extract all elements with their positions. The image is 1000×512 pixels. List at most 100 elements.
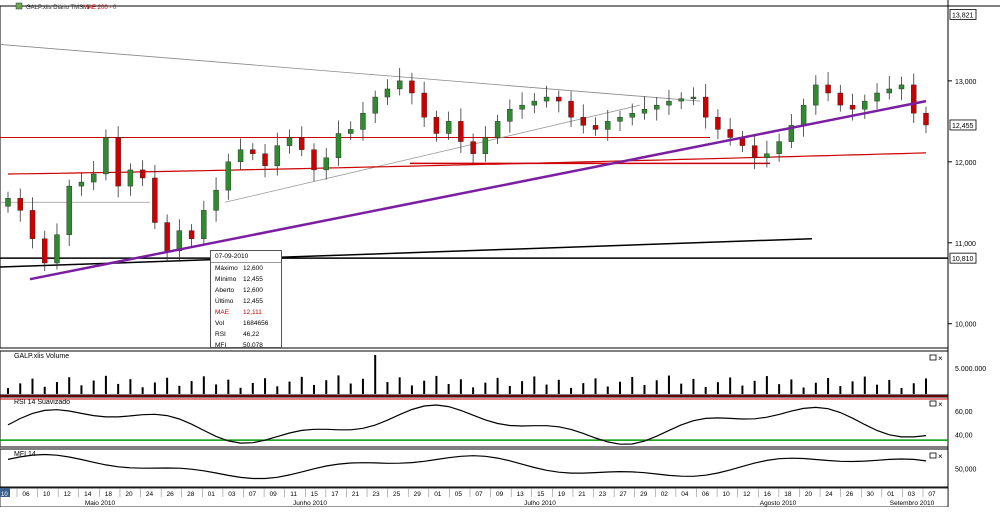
- main-panel: [0, 5, 949, 349]
- volume-bar: [496, 377, 499, 394]
- volume-bar: [582, 383, 585, 394]
- x-tick-label: 29: [414, 491, 422, 498]
- volume-bar: [300, 376, 303, 394]
- volume-bar: [643, 385, 646, 394]
- candle-body: [42, 238, 48, 264]
- candle-body: [54, 234, 60, 264]
- x-tick-label: 05: [455, 491, 463, 498]
- volume-bar: [104, 375, 107, 394]
- tooltip-row: MAE 12,111: [211, 307, 281, 318]
- volume-bar: [251, 383, 254, 394]
- candle-body: [396, 80, 403, 90]
- x-tick-label: 30: [867, 491, 875, 498]
- volume-bar: [68, 377, 71, 394]
- candle-body: [519, 104, 525, 110]
- candle-body: [470, 141, 476, 154]
- candle-body: [127, 169, 134, 187]
- candle-body: [17, 198, 23, 211]
- volume-bar: [398, 377, 401, 394]
- x-tick-label: 23: [599, 491, 607, 498]
- volume-bar: [313, 384, 315, 394]
- volume-bar: [227, 379, 230, 394]
- candle-body: [898, 84, 905, 90]
- volume-bar: [349, 383, 352, 394]
- candle-body: [409, 80, 415, 94]
- candle-body: [605, 121, 611, 130]
- candle-body: [874, 92, 880, 102]
- candle-body: [213, 189, 219, 211]
- candle-body: [837, 92, 844, 106]
- volume-bar: [888, 379, 891, 394]
- candle-body: [372, 96, 378, 114]
- volume-bar: [166, 377, 169, 394]
- volume-title: GALP.xlis Volume: [14, 353, 69, 360]
- x-tick-label: 19: [558, 491, 566, 498]
- x-tick-label: 25: [393, 491, 401, 498]
- x-tick-label: 18: [105, 491, 113, 498]
- volume-bar: [704, 386, 707, 394]
- volume-bar: [655, 380, 658, 394]
- tooltip-value: 12,455: [243, 298, 263, 305]
- volume-bar: [264, 378, 267, 394]
- rsi-title: RSI 14 Suavizado: [14, 399, 70, 406]
- x-tick-label: 17: [331, 491, 339, 498]
- volume-bar: [521, 381, 524, 394]
- volume-bar: [141, 387, 144, 394]
- tooltip-value: 12,455: [243, 276, 263, 283]
- x-tick-label: 14: [84, 491, 92, 498]
- volume-bar: [410, 385, 413, 394]
- tooltip-value: 50,078: [243, 342, 263, 349]
- candle-body: [923, 113, 929, 126]
- x-tick-label: 15: [537, 491, 545, 498]
- volume-bar: [765, 376, 768, 394]
- panel-maximize-icon: [929, 400, 937, 407]
- tooltip-row: Último 12,455: [211, 296, 281, 307]
- month-label: Julho 2010: [524, 500, 556, 507]
- tooltip-row: MFI 50,078: [211, 340, 281, 351]
- volume-bar: [729, 377, 732, 394]
- x-tick-label: 20: [805, 491, 813, 498]
- x-tick-label: 07: [928, 491, 936, 498]
- candle-body: [274, 145, 280, 167]
- candle-body: [849, 104, 856, 110]
- candle-body: [715, 117, 721, 130]
- candle-body: [654, 104, 660, 110]
- candle-body: [825, 84, 831, 94]
- x-tick-label: 07: [249, 491, 257, 498]
- x-tick-label: 10: [43, 491, 51, 498]
- tooltip-label: Aberto: [215, 287, 235, 294]
- month-label: Maio 2010: [85, 500, 116, 507]
- candle-body: [556, 96, 562, 102]
- candle-body: [580, 117, 586, 126]
- tooltip-row: Vol 1684656: [211, 318, 281, 329]
- candle-body: [678, 98, 684, 102]
- month-label: Agosto 2010: [760, 500, 797, 507]
- tooltip-label: MFI: [215, 342, 227, 349]
- volume-bar: [778, 384, 781, 394]
- tooltip-row: RSI 46,22: [211, 329, 281, 340]
- candle-body: [348, 129, 354, 134]
- tooltip-label: RSI: [215, 331, 226, 338]
- last-price-marker: 12,455: [952, 123, 974, 130]
- candle-body: [262, 153, 268, 167]
- candle-body: [494, 121, 501, 138]
- mfi-tick-label: 50,000: [955, 467, 977, 474]
- volume-bar: [912, 383, 915, 394]
- long-trendline: [0, 237, 813, 268]
- candle-body: [458, 121, 464, 142]
- candle-body: [139, 169, 146, 179]
- last-price-marker-box: [949, 119, 977, 131]
- x-tick-label: 01: [208, 491, 216, 498]
- x-tick-label: 06: [22, 491, 30, 498]
- candle-body: [323, 157, 329, 171]
- candle-body: [543, 96, 550, 102]
- volume-bar: [202, 376, 205, 394]
- volume-bar: [741, 385, 744, 394]
- volume-bar: [178, 385, 181, 394]
- resistance-trendline: [0, 44, 701, 102]
- x-tick-label: 28: [187, 491, 195, 498]
- volume-bar: [876, 384, 879, 394]
- candle-body: [788, 125, 795, 142]
